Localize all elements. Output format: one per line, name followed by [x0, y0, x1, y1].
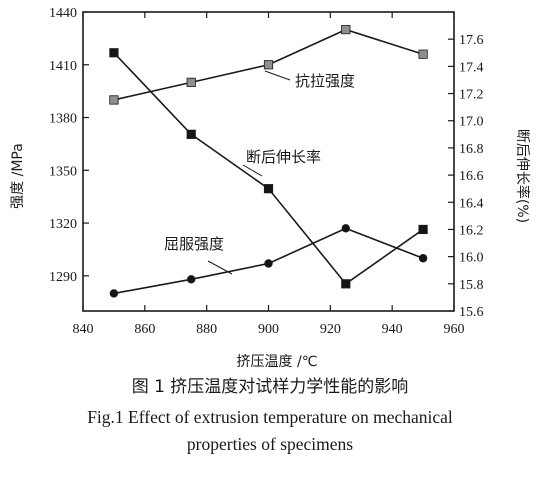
annotation-tensile-strength: 抗拉强度	[295, 72, 355, 90]
x-tick-label: 960	[444, 322, 465, 337]
figure-caption-cn: 图 1 挤压温度对试样力学性能的影响	[131, 377, 409, 397]
left-y-tick-label: 1410	[49, 59, 77, 74]
x-tick-label: 920	[320, 322, 341, 337]
series-1-point	[109, 48, 119, 58]
series-0-point	[263, 60, 274, 70]
chart: 840 860 880 900 920 940 960 1290 1320 1350 1380 14…	[10, 6, 531, 370]
right-y-axis-ticks: 15.6 15.8 16.0 16.2 16.4 16.6 16.8 17.0 17.2 17.4…	[448, 33, 484, 320]
right-y-tick-label: 17.4	[459, 60, 484, 75]
right-y-tick-label: 17.6	[459, 33, 484, 48]
right-y-tick-label: 15.8	[459, 278, 484, 293]
series-1-line	[113, 52, 424, 285]
annotation-elongation: 断后伸长率	[246, 148, 321, 166]
x-tick-label: 940	[382, 322, 403, 337]
right-y-tick-label: 16.6	[459, 169, 484, 184]
series-0-point	[418, 49, 428, 59]
x-tick-label: 880	[196, 322, 217, 337]
x-tick-label: 840	[73, 322, 94, 337]
right-y-tick-label: 16.8	[459, 142, 484, 157]
left-y-tick-label: 1320	[49, 217, 77, 232]
annotation-leader-tensile	[264, 70, 291, 81]
right-y-tick-label: 16.0	[459, 251, 484, 266]
right-y-tick-label: 16.2	[459, 223, 484, 238]
left-y-tick-label: 1350	[49, 164, 77, 179]
left-y-tick-label: 1290	[49, 270, 77, 285]
series-2-point	[341, 224, 350, 233]
series-1-point	[186, 129, 196, 139]
series-1-point	[418, 224, 428, 235]
x-axis-ticks: 840 860 880 900 920 940 960	[73, 12, 465, 337]
right-y-tick-label: 15.6	[459, 305, 484, 320]
x-axis-label: 挤压温度 /℃	[237, 354, 318, 370]
series-group	[109, 24, 428, 298]
series-0-point	[109, 95, 119, 105]
figure-caption-en: Fig.1 Effect of extrusion temperature on…	[0, 404, 540, 458]
series-2-point	[264, 259, 273, 268]
series-2-point	[187, 275, 196, 284]
x-tick-label: 900	[258, 322, 279, 337]
figure-caption-en-line2: properties of specimens	[186, 434, 354, 454]
series-1-point	[341, 279, 351, 289]
right-y-axis-label: 断后伸长率(%)	[514, 129, 531, 223]
annotation-leader-yield	[207, 260, 233, 275]
right-y-tick-label: 17.2	[459, 88, 484, 103]
annotation-yield-strength: 屈服强度	[164, 235, 224, 253]
left-y-axis-ticks: 1290 1320 1350 1380 1410 1440	[49, 6, 89, 285]
series-0-point	[341, 24, 351, 35]
left-y-tick-label: 1440	[49, 6, 77, 21]
series-1-point	[263, 184, 274, 194]
right-y-tick-label: 16.4	[459, 196, 484, 211]
series-2-point	[109, 289, 119, 298]
series-2-point	[418, 254, 428, 263]
annotation-leader-elongation	[242, 164, 263, 177]
series-0-point	[186, 77, 196, 87]
left-y-tick-label: 1380	[49, 112, 77, 127]
left-y-axis-label: 强度 /MPa	[10, 143, 26, 209]
figure-caption-en-line1: Fig.1 Effect of extrusion temperature on…	[87, 407, 453, 427]
x-tick-label: 860	[134, 322, 155, 337]
right-y-tick-label: 17.0	[459, 115, 484, 130]
